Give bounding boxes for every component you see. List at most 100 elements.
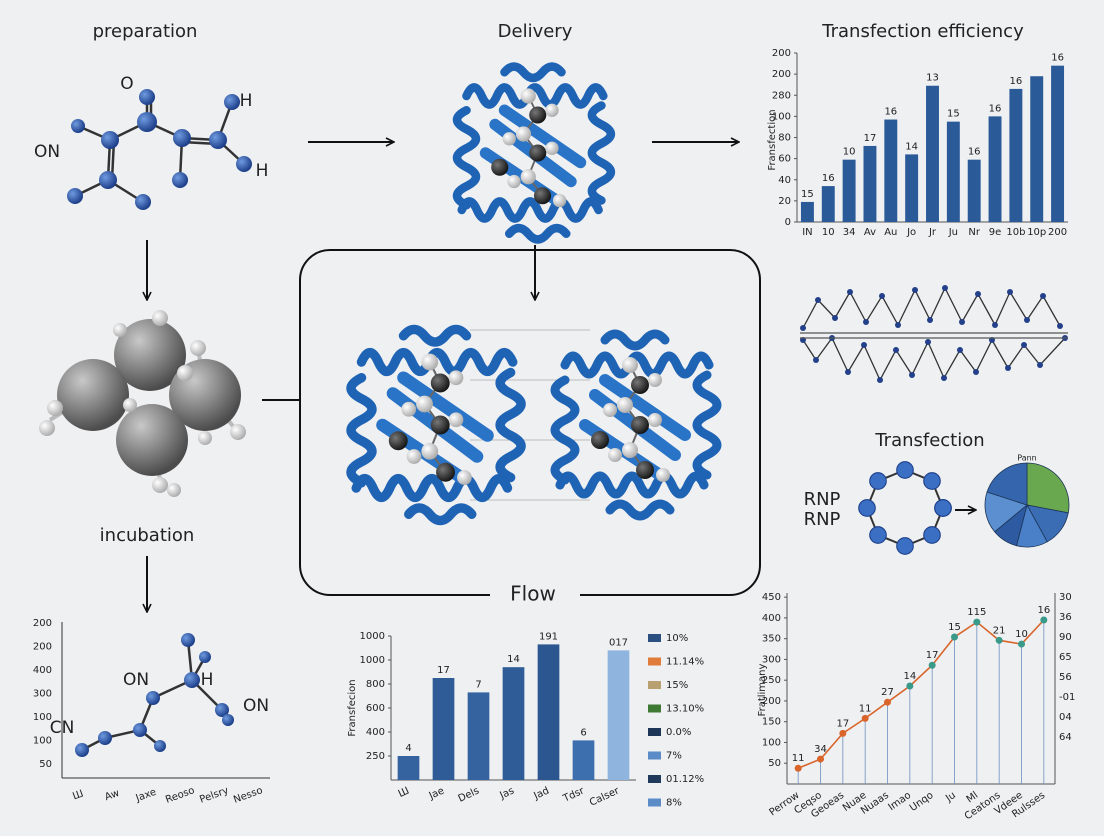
protein	[555, 334, 717, 516]
x-tick-label: Nr	[968, 227, 980, 238]
pie-slice	[1026, 462, 1070, 514]
atom-label: ON	[123, 670, 149, 690]
x-tick-label: Ju	[948, 227, 958, 238]
bar	[572, 740, 595, 780]
legend-label: 8%	[666, 798, 682, 809]
atom-label: ON	[243, 696, 269, 716]
y-axis-label: Fransfection	[767, 109, 778, 170]
x-tick-label: 34	[843, 227, 856, 238]
y2-tick-label: -01	[1059, 692, 1075, 703]
x-tick-label: Ш	[397, 785, 411, 799]
bar	[1051, 65, 1065, 222]
rnp-label: RNP	[804, 489, 841, 510]
y-tick-label: 80	[778, 133, 791, 144]
point	[928, 661, 936, 669]
x-tick-label: Jad	[531, 785, 551, 802]
bar-annotation: 017	[609, 637, 628, 648]
x-tick-label: 10b	[1006, 227, 1025, 238]
point	[794, 764, 802, 772]
point-annotation: 15	[948, 622, 961, 633]
point	[1040, 616, 1048, 624]
point-annotation: 14	[903, 671, 916, 682]
bar-annotation: 13	[926, 73, 939, 84]
y-tick-label: 400	[366, 727, 385, 738]
y-tick-label: 300	[762, 654, 781, 665]
y2-tick-label: 65	[1059, 652, 1072, 663]
bar-annotation: 10	[843, 147, 856, 158]
stage-label: Flow	[510, 582, 556, 606]
x-tick-label: Ш	[71, 788, 85, 802]
y-tick-label: 0	[785, 217, 791, 228]
stage-label: preparation	[93, 21, 198, 42]
y-axis-label: Fransfecion	[347, 679, 358, 736]
bar	[905, 154, 919, 222]
point	[884, 698, 891, 706]
bar-annotation: 191	[539, 631, 558, 642]
atom-label: O	[120, 74, 133, 94]
legend-swatch	[648, 728, 661, 736]
line	[797, 619, 1045, 769]
y2-tick-label: 04	[1059, 712, 1072, 723]
network	[800, 285, 1068, 383]
point	[973, 618, 981, 626]
chart-title: Transfection efficiency	[821, 21, 1024, 42]
protein	[351, 329, 521, 520]
legend-label: 7%	[666, 751, 682, 762]
x-tick-label: 10	[822, 227, 835, 238]
point	[906, 682, 914, 690]
flow-box	[299, 249, 761, 596]
x-tick-label: 10p	[1027, 227, 1046, 238]
y-axis-label: Fratlimany	[757, 663, 768, 716]
x-tick-label: 200	[1048, 227, 1067, 238]
y-tick-label: 100	[762, 737, 781, 748]
x-tick-label: Unqo	[908, 790, 936, 814]
bar	[863, 145, 877, 222]
legend-label: 15%	[666, 680, 688, 691]
bar-annotation: 16	[1010, 76, 1023, 87]
y-tick-label: 250	[762, 675, 781, 686]
bar	[988, 116, 1002, 222]
legend-swatch	[648, 751, 661, 760]
x-tick-label: Imao	[887, 790, 914, 813]
point	[951, 633, 958, 641]
x-tick-label: 9e	[989, 227, 1002, 238]
bar-annotation: 17	[864, 133, 877, 144]
x-tick-label: Av	[864, 227, 876, 238]
bar-annotation: 16	[968, 147, 981, 158]
x-tick-label: Tdsr	[561, 785, 587, 805]
y-tick-label: 1000	[360, 631, 385, 642]
point	[995, 636, 1003, 644]
x-tick-label: Ju	[943, 790, 958, 805]
point	[817, 755, 824, 763]
y-tick-label: 20	[778, 196, 791, 207]
point-annotation: 11	[792, 753, 805, 764]
bar	[1009, 88, 1023, 222]
bar-annotation: 4	[405, 743, 411, 754]
y2-tick-label: 56	[1059, 672, 1072, 683]
bar	[967, 159, 981, 222]
bar-annotation: 14	[905, 141, 918, 152]
bar-annotation: 6	[580, 727, 586, 738]
atom-label: H	[201, 670, 214, 690]
y-tick-label: 200	[772, 48, 791, 59]
point-annotation: 21	[993, 625, 1006, 636]
point-annotation: 17	[926, 650, 939, 661]
incubation-plot	[61, 622, 270, 779]
bar	[800, 201, 814, 222]
y-tick-label: 100	[772, 111, 791, 122]
x-tick-label: Reoso	[164, 785, 196, 806]
y-tick-label: 280	[772, 90, 791, 101]
bar-annotation: 14	[507, 654, 520, 665]
y-tick-label: 800	[366, 679, 385, 690]
y-tick-label: 50	[39, 759, 52, 770]
bar-annotation: 16	[884, 107, 897, 118]
y-tick-label: 350	[762, 634, 781, 645]
y-tick-label: 250	[366, 751, 385, 762]
y-tick-label: 400	[33, 665, 52, 676]
y2-tick-label: 30	[1059, 592, 1072, 603]
bar	[884, 119, 898, 222]
legend-label: 01.12%	[666, 774, 704, 785]
bar-annotation: 17	[437, 665, 450, 676]
x-tick-label: Jae	[427, 785, 446, 802]
legend-label: 0.0%	[666, 727, 691, 738]
